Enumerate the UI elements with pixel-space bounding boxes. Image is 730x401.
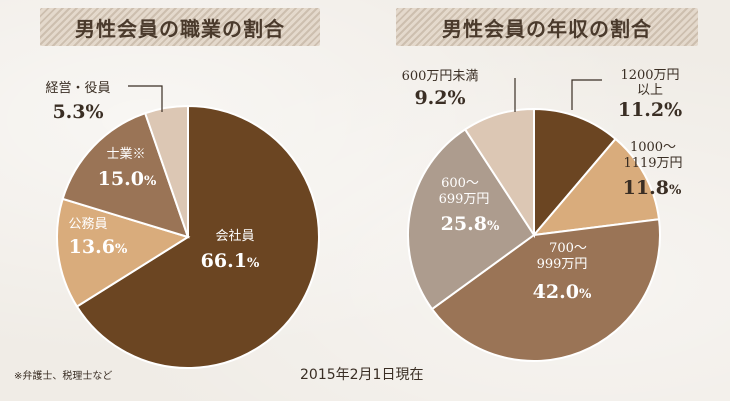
label-r600-line1: 600～ [441, 176, 479, 191]
income-slice-1 [531, 137, 661, 237]
value-kaishain: 66.1% [201, 250, 260, 272]
leader-line-keiei [128, 85, 163, 112]
income-pie [407, 107, 661, 363]
value-koumuin: 13.6% [69, 236, 128, 258]
value-over1200: 11.2% [618, 99, 682, 121]
value-r600: 25.8% [441, 213, 500, 235]
label-r1000-line2: 1119万円 [623, 156, 682, 171]
income-slice-3 [407, 128, 536, 311]
leader-line-over1200 [571, 79, 602, 110]
label-r700-line1: 700～ [549, 241, 587, 256]
date-note: 2015年2月1日現在 [300, 367, 424, 383]
occupation-slice-1 [56, 197, 191, 308]
occupation-slice-3 [143, 104, 189, 238]
income-slice-4 [463, 107, 535, 239]
label-r600-line2: 699万円 [439, 192, 490, 207]
label-koumuin: 公務員 [68, 217, 107, 232]
occupation-slice-0 [75, 104, 320, 369]
label-shigyo: 士業※ [106, 146, 145, 162]
income-slice-2 [430, 218, 661, 363]
value-r700: 42.0% [533, 281, 592, 303]
value-keiei: 5.3% [52, 101, 103, 123]
label-r1000-line1: 1000～ [630, 140, 676, 155]
value-under600: 9.2% [414, 87, 465, 109]
value-shigyo: 15.0% [98, 168, 157, 190]
occupation-slice-2 [61, 111, 190, 239]
label-over1200-line2: 以上 [637, 83, 663, 98]
value-r1000: 11.8% [623, 177, 682, 199]
label-keiei: 経営・役員 [45, 81, 110, 96]
occupation-pie [56, 104, 320, 369]
label-under600: 600万円未満 [402, 69, 479, 84]
label-over1200-line1: 1200万円 [620, 68, 679, 83]
income-chart-title: 男性会員の年収の割合 [396, 8, 698, 46]
label-r700-line2: 999万円 [537, 257, 588, 272]
label-kaishain: 会社員 [215, 228, 254, 244]
footnote: ※弁護士、税理士など [14, 371, 113, 382]
occupation-chart-title: 男性会員の職業の割合 [40, 8, 320, 46]
income-slice-0 [533, 107, 617, 238]
